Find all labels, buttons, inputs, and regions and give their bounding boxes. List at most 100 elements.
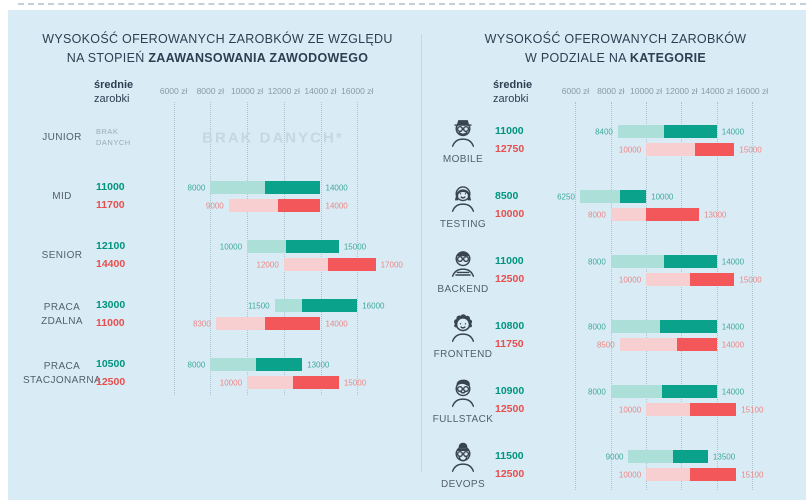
- average-earnings-axis-label: średnie zarobki: [493, 79, 549, 107]
- chart-row: BACKEND 11000 12500 8000 14000 10000 15000: [433, 238, 798, 303]
- salary-range-bar-red: 10000 15100: [549, 468, 798, 482]
- max-value-label: 14000: [721, 340, 745, 350]
- bar-segment-min-to-avg: [610, 320, 661, 334]
- frontend-avatar-icon: [446, 311, 480, 345]
- bar-segment-min-to-avg: [617, 125, 664, 139]
- chart-row: MOBILE 11000 12750 8400 14000 10000 15000: [433, 108, 798, 173]
- salary-range-bar-green: 11500 16000: [146, 299, 405, 313]
- max-value-label: 15000: [739, 275, 762, 285]
- bar-segment-avg-to-max: [265, 317, 321, 331]
- axis-tick: 12000 zł: [267, 85, 300, 96]
- row-label: MOBILE: [442, 153, 484, 165]
- min-value-label: 8000: [588, 322, 606, 332]
- chart-rows-experience: JUNIOR BRAK DANYCH BRAK DANYCH* MID 11000 1170…: [23, 102, 405, 403]
- bar-segment-min-to-avg: [610, 255, 664, 269]
- row-label-cell: BACKEND: [433, 246, 493, 297]
- row-label: TESTING: [439, 218, 487, 230]
- row-label-cell: TESTING: [433, 181, 493, 232]
- bar-segment-min-to-avg: [247, 376, 293, 390]
- testing-avatar-icon: [446, 181, 480, 215]
- row-label-cell: FRONTEND: [433, 311, 493, 362]
- bar-segment-avg-to-max: [646, 208, 700, 222]
- salary-range-bar-red: 10000 15000: [549, 273, 798, 287]
- panel-title-line1: WYSOKOŚĆ OFEROWANYCH ZAROBKÓW ZE WZGLĘDU: [42, 32, 393, 46]
- panels-container: WYSOKOŚĆ OFEROWANYCH ZAROBKÓW ZE WZGLĘDU…: [8, 10, 806, 500]
- bar-plot-area: 8000 13000 10000 15000: [146, 358, 405, 390]
- average-values-cell: 11000 11700: [94, 181, 146, 212]
- bar-plot-area: 8000 14000 9000 14000: [146, 181, 405, 213]
- chart-row: PRACA STACJONARNA 10500 12500 8000 13000 1000…: [23, 344, 405, 403]
- axis-ticks: 6000 zł 8000 zł 10000 zł 12000 zł 14000 zł 16…: [549, 79, 798, 105]
- min-value-label: 8400: [595, 127, 613, 137]
- salary-range-bar-green: 6250 10000: [549, 190, 798, 204]
- bar-segment-avg-to-max: [278, 199, 321, 213]
- average-values-cell: BRAK DANYCH: [94, 127, 146, 149]
- row-label: PRACA ZDALNA: [41, 302, 83, 327]
- min-value-label: 10000: [618, 275, 642, 285]
- no-data-watermark: BRAK DANYCH*: [202, 129, 344, 147]
- average-value-green: 10900: [495, 385, 525, 398]
- min-value-label: 11500: [247, 301, 270, 311]
- average-value-green: 11500: [495, 450, 524, 463]
- chart-row: SENIOR 12100 14400 10000 15000 12000 17000: [30, 226, 405, 285]
- axis-label-rest: zarobki: [493, 92, 529, 105]
- max-value-label: 17000: [380, 260, 403, 270]
- axis-tick: 10000 zł: [630, 85, 663, 96]
- max-value-label: 15100: [741, 470, 764, 480]
- axis-tick: 14000 zł: [304, 85, 337, 96]
- axis-tick: 8000 zł: [196, 85, 224, 96]
- bar-segment-avg-to-max: [327, 258, 376, 272]
- average-value-green: 10500: [96, 358, 126, 371]
- max-value-label: 10000: [651, 192, 674, 202]
- row-label: MID: [52, 191, 72, 202]
- bar-segment-min-to-avg: [274, 299, 303, 313]
- min-value-label: 10000: [219, 242, 243, 252]
- infographic-background: WYSOKOŚĆ OFEROWANYCH ZAROBKÓW ZE WZGLĘDU…: [8, 10, 806, 500]
- bar-segment-avg-to-max: [677, 338, 717, 352]
- bar-plot-area: 6250 10000 8000 13000: [549, 190, 798, 222]
- bar-segment-min-to-avg: [210, 181, 266, 195]
- average-values-cell: 10500 12500: [94, 358, 146, 389]
- no-data-word: DANYCH: [96, 137, 131, 147]
- bar-plot-area: 8400 14000 10000 15000: [549, 125, 798, 157]
- panel-experience-level: WYSOKOŚĆ OFEROWANYCH ZAROBKÓW ZE WZGLĘDU…: [8, 10, 421, 500]
- axis-row: średnie zarobki 6000 zł 8000 zł 10000 zł 12…: [30, 79, 405, 107]
- average-values-cell: 12100 14400: [94, 240, 146, 271]
- max-value-label: 15000: [343, 242, 367, 252]
- bar-plot-area: 10000 15000 12000 17000: [146, 240, 405, 272]
- min-value-label: 8000: [187, 360, 206, 370]
- chart-row: FRONTEND 10800 11750 8000 14000 8500 14000: [433, 303, 798, 368]
- average-value-green: 11000: [495, 255, 524, 268]
- salary-range-bar-red: 10000 15100: [549, 403, 798, 417]
- backend-avatar-icon: [446, 246, 480, 280]
- bar-segment-min-to-avg: [646, 273, 691, 287]
- average-values-cell: 11000 12500: [493, 255, 549, 286]
- salary-range-bar-green: 8400 14000: [549, 125, 798, 139]
- bar-segment-min-to-avg: [579, 190, 620, 204]
- row-label-cell: DEVOPS: [433, 441, 493, 492]
- bar-segment-avg-to-max: [690, 468, 737, 482]
- max-value-label: 15000: [739, 145, 762, 155]
- max-value-label: 13000: [704, 210, 727, 220]
- bar-segment-avg-to-max: [690, 273, 735, 287]
- min-value-label: 8500: [596, 340, 615, 350]
- panel-title-line1: WYSOKOŚĆ OFEROWANYCH ZAROBKÓW: [484, 32, 747, 46]
- bar-segment-min-to-avg: [247, 240, 286, 254]
- axis-tick: 8000 zł: [597, 85, 625, 96]
- average-value-red: 12500: [495, 468, 525, 481]
- min-value-label: 8000: [588, 210, 606, 220]
- row-label-cell: JUNIOR: [30, 131, 94, 145]
- axis-spacer: [433, 79, 493, 107]
- average-value-red: 12500: [96, 376, 126, 389]
- max-value-label: 13000: [307, 360, 330, 370]
- min-value-label: 10000: [618, 470, 642, 480]
- bar-segment-avg-to-max: [660, 320, 717, 334]
- panel-divider: [421, 34, 422, 472]
- max-value-label: 14000: [325, 201, 348, 211]
- axis-tick: 12000 zł: [665, 85, 698, 96]
- bar-segment-avg-to-max: [663, 255, 717, 269]
- axis-tick: 6000 zł: [561, 85, 590, 96]
- bar-plot-area: 8000 14000 10000 15000: [549, 255, 798, 287]
- chart-row: JUNIOR BRAK DANYCH BRAK DANYCH*: [30, 108, 405, 167]
- bar-plot-area: 9000 13500 10000 15100: [549, 450, 798, 482]
